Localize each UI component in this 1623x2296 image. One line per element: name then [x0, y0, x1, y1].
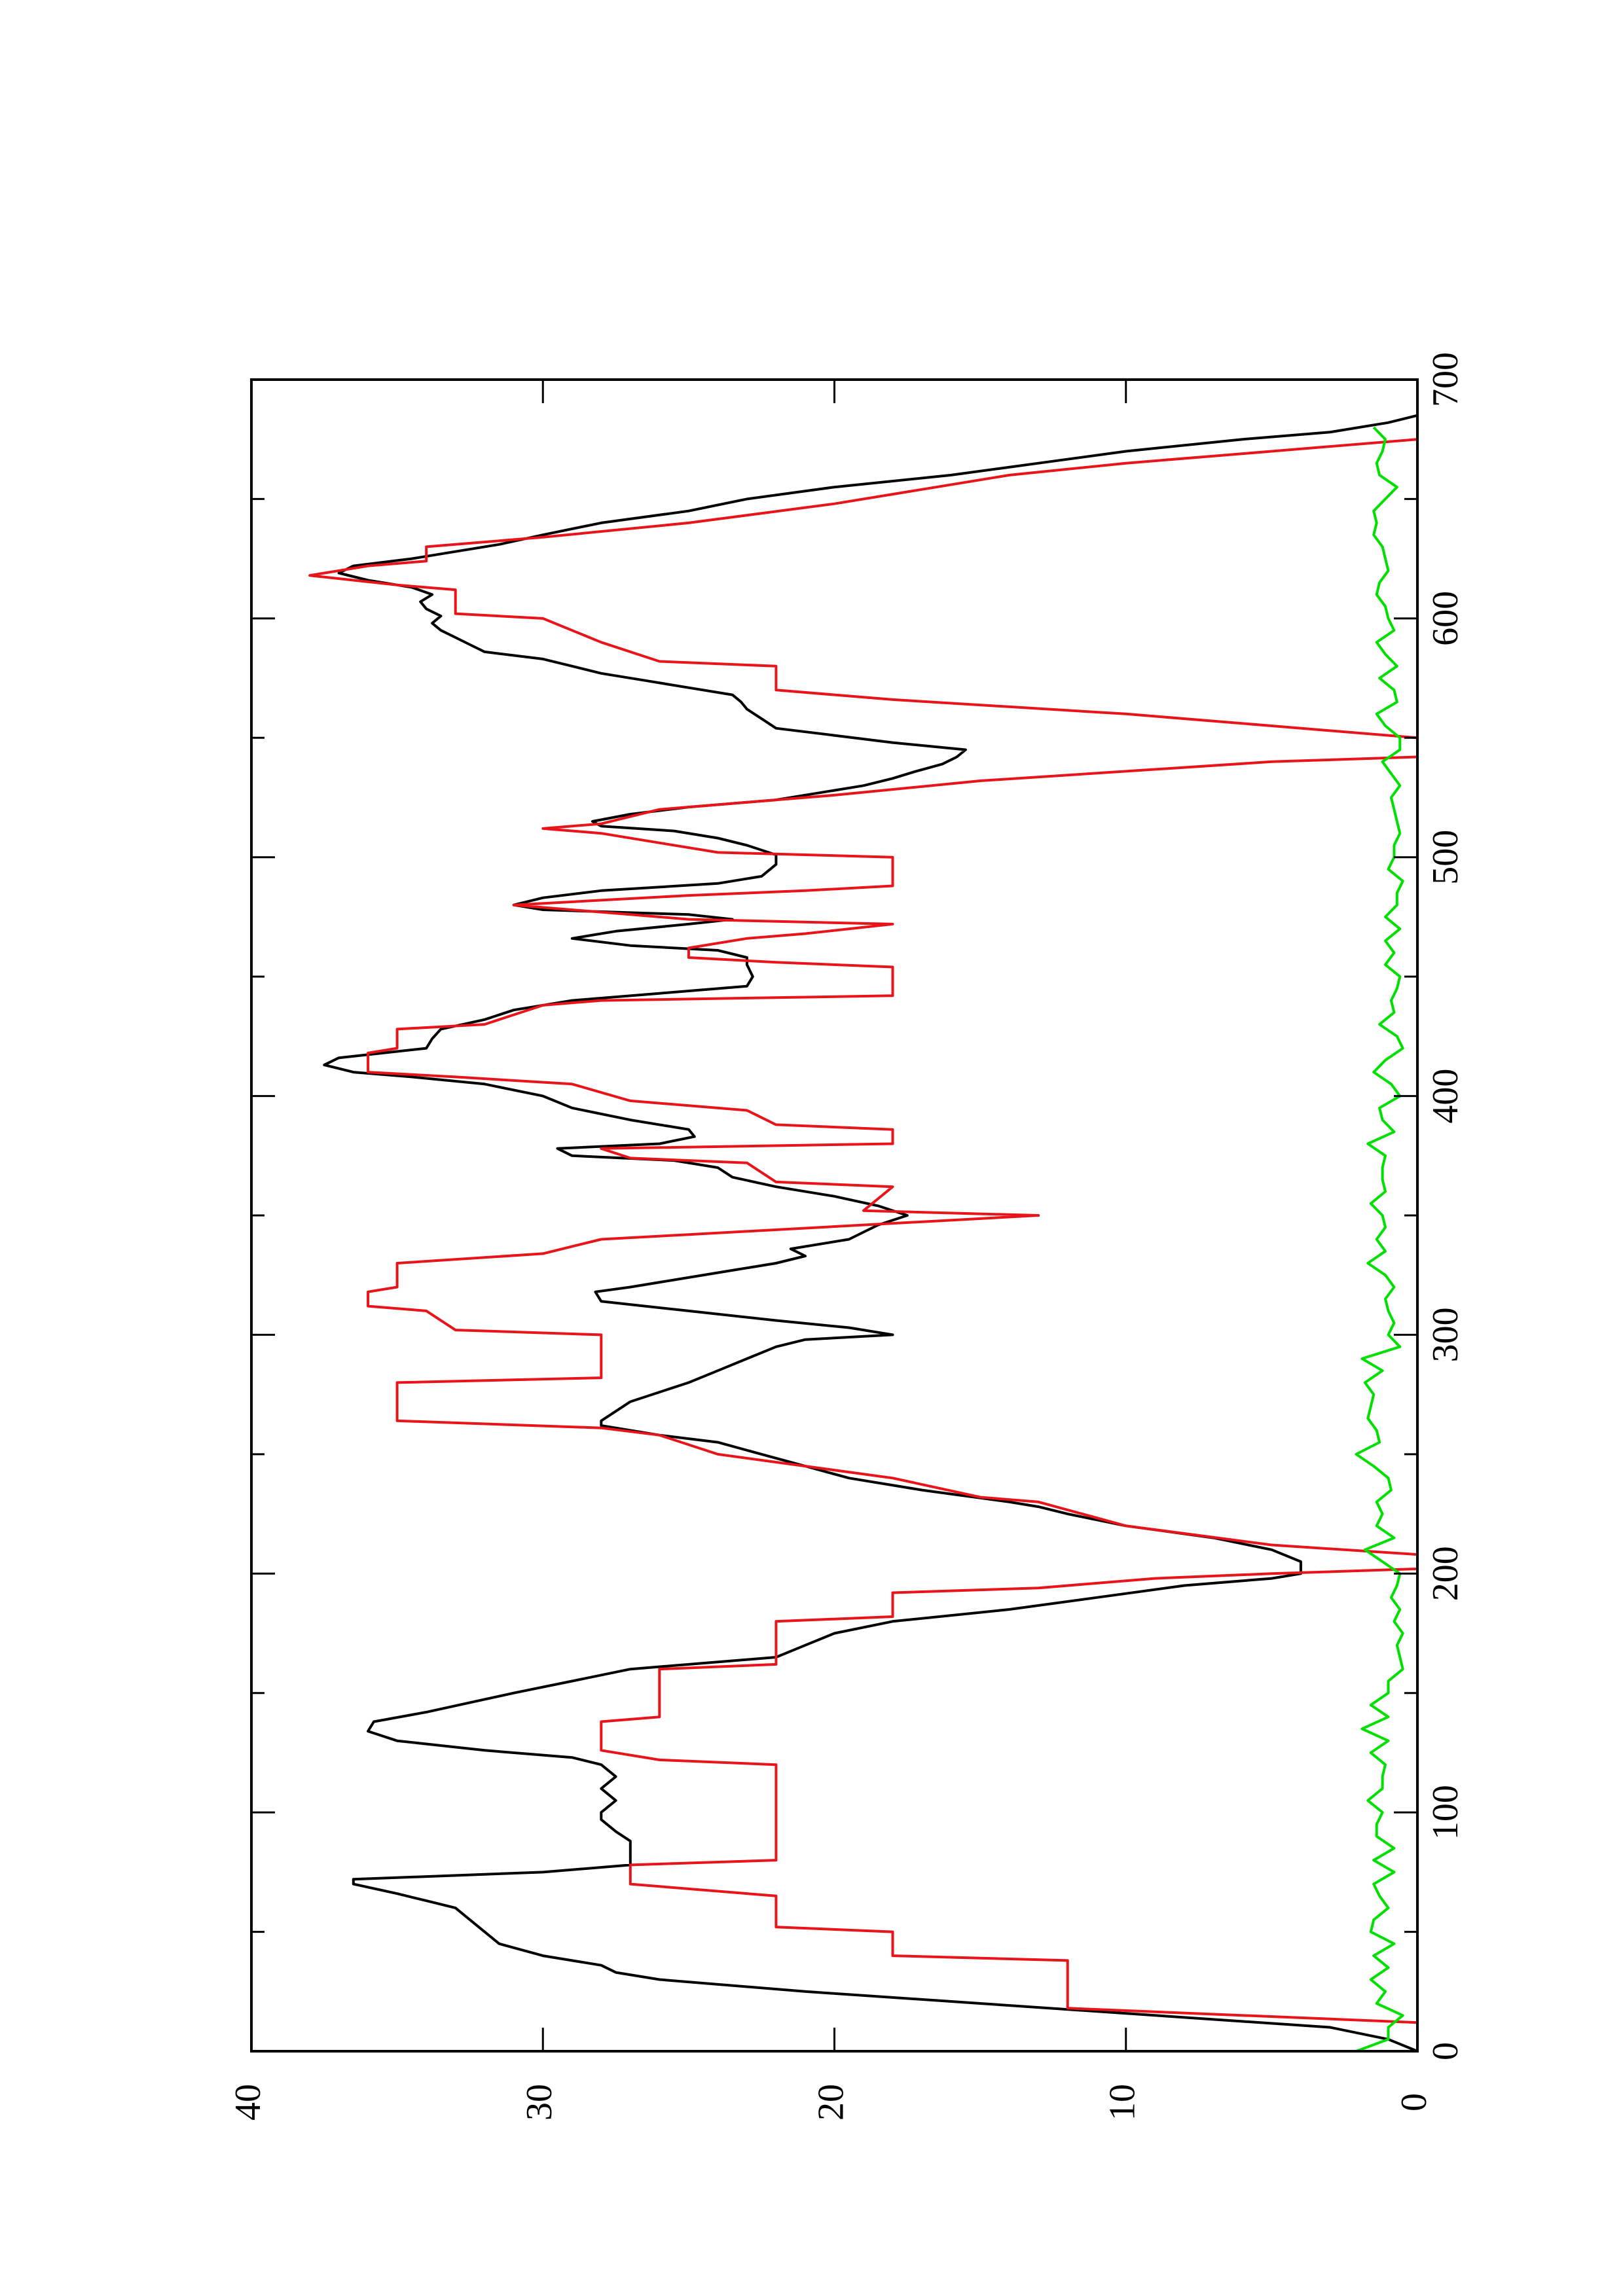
- plot-frame: [250, 378, 1419, 2053]
- y-tick-label: 0: [1394, 2093, 1434, 2111]
- y-tick-label: 40: [228, 2084, 268, 2121]
- y-tick-label: 30: [519, 2084, 560, 2121]
- x-tick-label: 700: [1425, 352, 1466, 407]
- series-line-3: [1355, 426, 1404, 2053]
- x-tick-label: 300: [1425, 1307, 1466, 1362]
- series-line-1: [323, 414, 1418, 2053]
- x-tick-label: 400: [1425, 1069, 1466, 1124]
- x-tick-label: 200: [1425, 1546, 1466, 1601]
- y-tick-label: 10: [1103, 2084, 1143, 2121]
- axis-ticks: [250, 378, 1419, 2053]
- x-tick-label: 0: [1425, 2042, 1466, 2060]
- x-tick-label: 600: [1425, 591, 1466, 646]
- axis-tick-labels: 0 100 200 300 400 500 600 700 0 10 20 30 40: [228, 352, 1466, 2121]
- series-line-2: [308, 438, 1419, 2051]
- y-tick-label: 20: [811, 2084, 851, 2121]
- plot-lines: [308, 414, 1419, 2053]
- x-tick-label: 100: [1425, 1785, 1466, 1840]
- x-tick-label: 500: [1425, 830, 1466, 885]
